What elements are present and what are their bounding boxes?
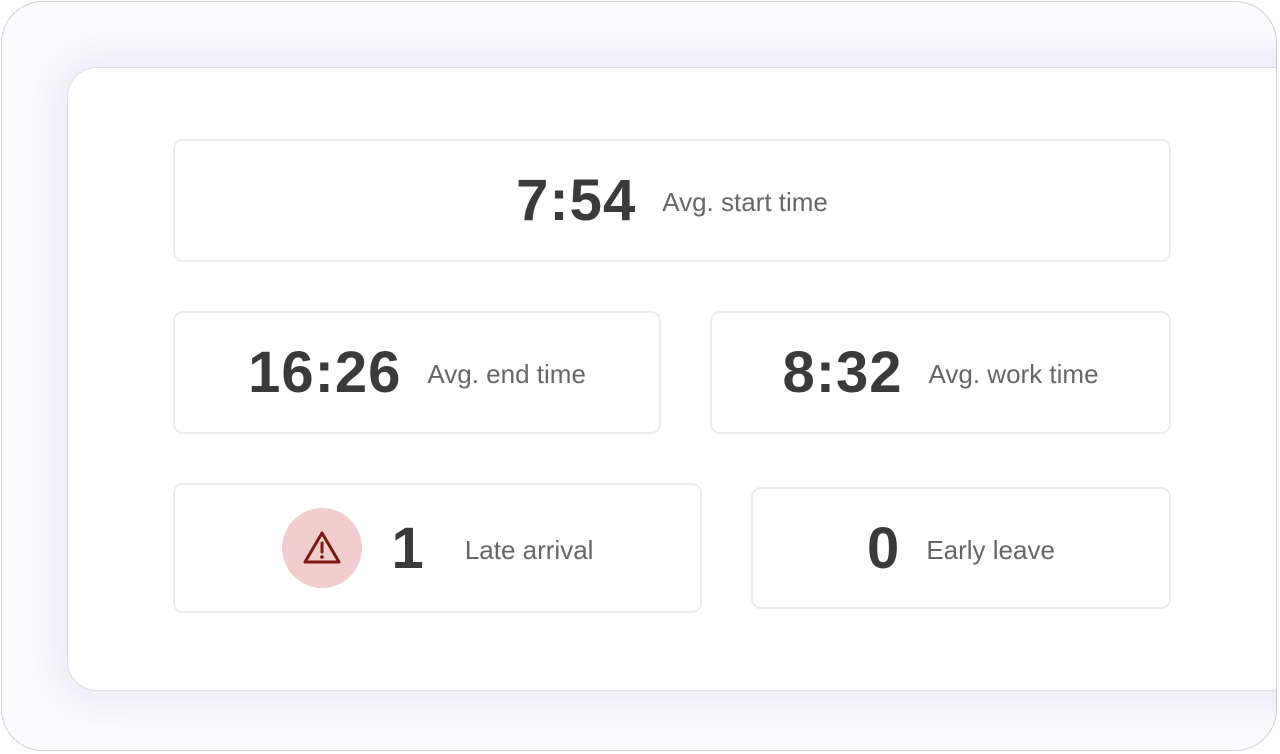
stat-card-early-leave: 0 Early leave <box>751 487 1171 609</box>
stat-card-start-time: 7:54 Avg. start time <box>173 139 1171 262</box>
warning-icon <box>303 531 341 564</box>
stat-card-end-time: 16:26 Avg. end time <box>173 311 661 434</box>
stat-label: Late arrival <box>464 534 594 565</box>
stat-card-late-arrival: 1 Late arrival <box>173 483 702 613</box>
stat-value: 16:26 <box>248 340 402 405</box>
stat-value: 0 <box>867 515 901 581</box>
stat-label: Avg. work time <box>928 359 1099 389</box>
warning-badge <box>281 508 362 588</box>
stat-card-work-time: 8:32 Avg. work time <box>710 311 1171 434</box>
stat-value: 7:54 <box>516 168 637 233</box>
stat-label: Avg. start time <box>662 187 828 217</box>
stat-value: 8:32 <box>782 340 903 405</box>
stat-label: Avg. end time <box>427 359 586 389</box>
stat-value: 1 <box>391 515 425 581</box>
stat-label: Early leave <box>926 534 1055 565</box>
